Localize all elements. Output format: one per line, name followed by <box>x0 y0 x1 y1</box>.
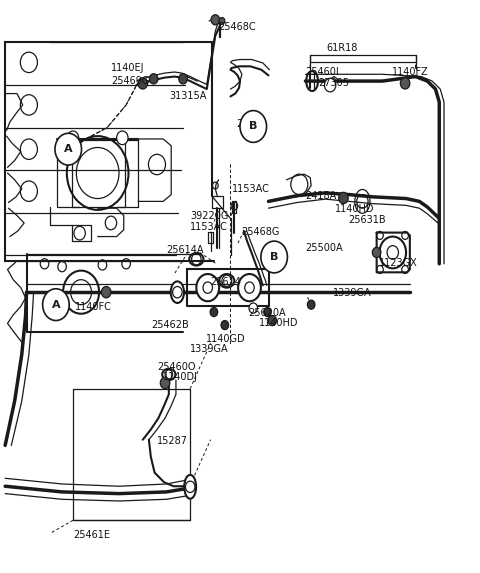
Circle shape <box>372 248 381 257</box>
Text: 15287: 15287 <box>157 436 188 446</box>
Circle shape <box>179 74 187 84</box>
Text: 1140FZ: 1140FZ <box>392 67 429 77</box>
Circle shape <box>149 74 158 84</box>
Circle shape <box>211 15 219 25</box>
Ellipse shape <box>162 369 176 380</box>
Circle shape <box>160 377 170 388</box>
Text: 25500A: 25500A <box>305 243 343 253</box>
Text: 1153AC: 1153AC <box>231 184 269 194</box>
Text: 25620A: 25620A <box>249 308 286 317</box>
Circle shape <box>210 308 218 316</box>
Text: 31315A: 31315A <box>170 91 207 101</box>
Circle shape <box>240 111 266 142</box>
Circle shape <box>324 79 336 92</box>
Text: A: A <box>64 144 72 154</box>
Text: 1140HD: 1140HD <box>335 205 374 214</box>
Text: 2418A: 2418A <box>305 191 337 201</box>
Circle shape <box>219 18 225 24</box>
Circle shape <box>67 131 79 144</box>
Text: 1153AC: 1153AC <box>190 222 228 232</box>
Circle shape <box>196 274 219 301</box>
Ellipse shape <box>171 281 184 303</box>
Text: 25614: 25614 <box>211 277 241 287</box>
Text: 1140HD: 1140HD <box>259 318 299 328</box>
Text: 39220G: 39220G <box>190 211 228 221</box>
Text: 25461E: 25461E <box>73 530 110 540</box>
Text: 27305: 27305 <box>318 79 349 88</box>
Text: 25462B: 25462B <box>151 320 189 330</box>
Circle shape <box>43 289 69 320</box>
Text: 1140EJ: 1140EJ <box>111 63 144 73</box>
Circle shape <box>339 193 348 203</box>
Text: 1339GA: 1339GA <box>333 288 371 299</box>
Text: A: A <box>52 300 60 309</box>
Text: 25469G: 25469G <box>111 76 149 86</box>
Circle shape <box>264 308 271 316</box>
Circle shape <box>138 78 147 89</box>
Circle shape <box>261 241 288 273</box>
Circle shape <box>307 300 315 309</box>
Text: 25614A: 25614A <box>167 245 204 254</box>
Circle shape <box>268 316 276 325</box>
Circle shape <box>238 274 261 301</box>
Text: 1339GA: 1339GA <box>190 344 229 354</box>
Circle shape <box>221 320 228 329</box>
Text: 25460O: 25460O <box>157 362 195 372</box>
Circle shape <box>117 131 128 144</box>
Text: 1140FC: 1140FC <box>75 302 112 312</box>
Circle shape <box>101 286 111 298</box>
Text: 1140DJ: 1140DJ <box>163 372 198 382</box>
Circle shape <box>249 303 258 313</box>
Text: 25468G: 25468G <box>241 227 279 237</box>
Text: B: B <box>270 252 278 262</box>
Ellipse shape <box>184 475 196 499</box>
Text: 25460I: 25460I <box>305 67 339 77</box>
Text: 61R18: 61R18 <box>326 43 358 53</box>
Text: 1123GX: 1123GX <box>379 258 417 268</box>
Circle shape <box>400 78 410 89</box>
Text: 25468C: 25468C <box>219 22 256 32</box>
Text: B: B <box>249 121 257 131</box>
Text: 25469: 25469 <box>236 119 267 129</box>
Text: 1140GD: 1140GD <box>206 333 245 344</box>
Circle shape <box>55 134 82 165</box>
Text: 25631B: 25631B <box>348 214 386 225</box>
